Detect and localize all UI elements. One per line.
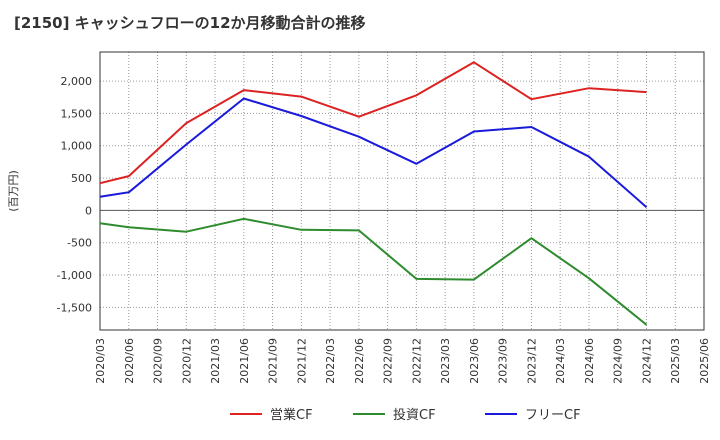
x-tick-label: 2020/06 (123, 338, 136, 384)
y-tick-label: 500 (71, 172, 92, 185)
y-tick-label: -500 (67, 237, 92, 250)
x-tick-label: 2021/12 (295, 338, 308, 384)
x-tick-label: 2023/06 (468, 338, 481, 384)
series-line (99, 217, 648, 326)
y-axis-label: (百万円) (7, 170, 20, 212)
x-tick-label: 2024/03 (554, 338, 567, 384)
x-tick-label: 2022/03 (324, 338, 337, 384)
x-tick-label: 2021/03 (209, 338, 222, 384)
series-line (99, 97, 648, 208)
y-tick-label: 2,000 (61, 75, 93, 88)
legend-label: 投資CF (393, 407, 436, 423)
chart-title: [2150] キャッシュフローの12か月移動合計の推移 (14, 14, 366, 32)
legend-label: 営業CF (270, 407, 313, 423)
x-tick-label: 2022/09 (382, 338, 395, 384)
y-tick-label: 0 (85, 204, 92, 217)
y-tick-label: -1,500 (57, 301, 92, 314)
x-tick-label: 2023/03 (439, 338, 452, 384)
x-tick-label: 2021/09 (267, 338, 280, 384)
x-tick-label: 2025/03 (669, 338, 682, 384)
series-line (99, 61, 647, 185)
x-tick-label: 2023/12 (525, 338, 538, 384)
x-tick-label: 2022/06 (353, 338, 366, 384)
x-tick-label: 2020/09 (152, 338, 165, 384)
legend-label: フリーCF (525, 408, 581, 423)
y-tick-label: 1,000 (61, 140, 93, 153)
x-tick-label: 2021/06 (238, 338, 251, 384)
x-tick-label: 2020/03 (94, 338, 107, 384)
x-tick-label: 2025/06 (698, 338, 711, 384)
x-tick-label: 2024/06 (583, 338, 596, 384)
x-tick-label: 2024/12 (640, 338, 653, 384)
plot-frame (99, 51, 705, 331)
x-tick-label: 2023/09 (497, 338, 510, 384)
x-tick-label: 2024/09 (612, 338, 625, 384)
x-tick-label: 2020/12 (180, 338, 193, 384)
x-tick-label: 2022/12 (410, 338, 423, 384)
y-tick-label: 1,500 (61, 107, 93, 120)
y-tick-label: -1,000 (57, 269, 92, 282)
